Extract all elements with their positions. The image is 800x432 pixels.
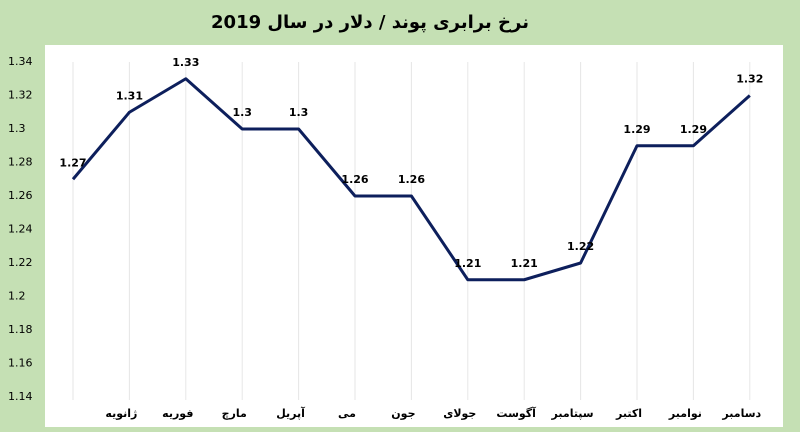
data-label: 1.27: [59, 156, 86, 169]
x-tick-label: ژانویه: [105, 407, 137, 420]
x-tick-label: آگوست: [496, 406, 536, 420]
plot-area: [45, 45, 783, 427]
x-tick-label: مارچ: [222, 407, 247, 421]
x-tick-label: جولای: [443, 407, 476, 420]
data-label: 1.32: [736, 73, 763, 86]
line: [71, 77, 751, 282]
y-tick-label: 1.34: [8, 55, 33, 68]
x-tick-label: آپریل: [276, 406, 305, 420]
data-label: 1.22: [567, 240, 594, 253]
y-tick-label: 1.32: [8, 89, 33, 102]
data-label: 1.21: [511, 257, 538, 270]
x-tick-label: نوامبر: [668, 407, 702, 420]
data-label: 1.29: [680, 123, 707, 136]
x-tick-label: اکتبر: [615, 407, 642, 420]
y-tick-label: 1.16: [8, 357, 33, 370]
y-tick-label: 1.24: [8, 223, 33, 236]
chart-title: نرخ برابری پوند / دلار در سال 2019: [211, 12, 529, 33]
y-tick-label: 1.2: [8, 290, 26, 303]
x-tick-label: سپتامبر: [551, 407, 594, 420]
y-tick-label: 1.18: [8, 323, 33, 336]
x-tick-label: فوریه: [162, 407, 193, 420]
y-tick-label: 1.14: [8, 390, 33, 403]
data-label: 1.31: [116, 89, 143, 102]
data-label: 1.26: [398, 173, 425, 186]
data-label: 1.26: [341, 173, 368, 186]
y-tick-label: 1.26: [8, 189, 33, 202]
x-tick-label: دسامبر: [721, 407, 761, 420]
y-tick-label: 1.22: [8, 256, 33, 269]
data-label: 1.29: [623, 123, 650, 136]
data-label: 1.21: [454, 257, 481, 270]
y-tick-label: 1.3: [8, 122, 26, 135]
data-label: 1.3: [232, 106, 252, 119]
data-label: 1.33: [172, 56, 199, 69]
y-tick-label: 1.28: [8, 156, 33, 169]
x-tick-label: جون: [391, 407, 415, 420]
x-tick-label: می: [338, 407, 356, 420]
data-label: 1.3: [289, 106, 309, 119]
